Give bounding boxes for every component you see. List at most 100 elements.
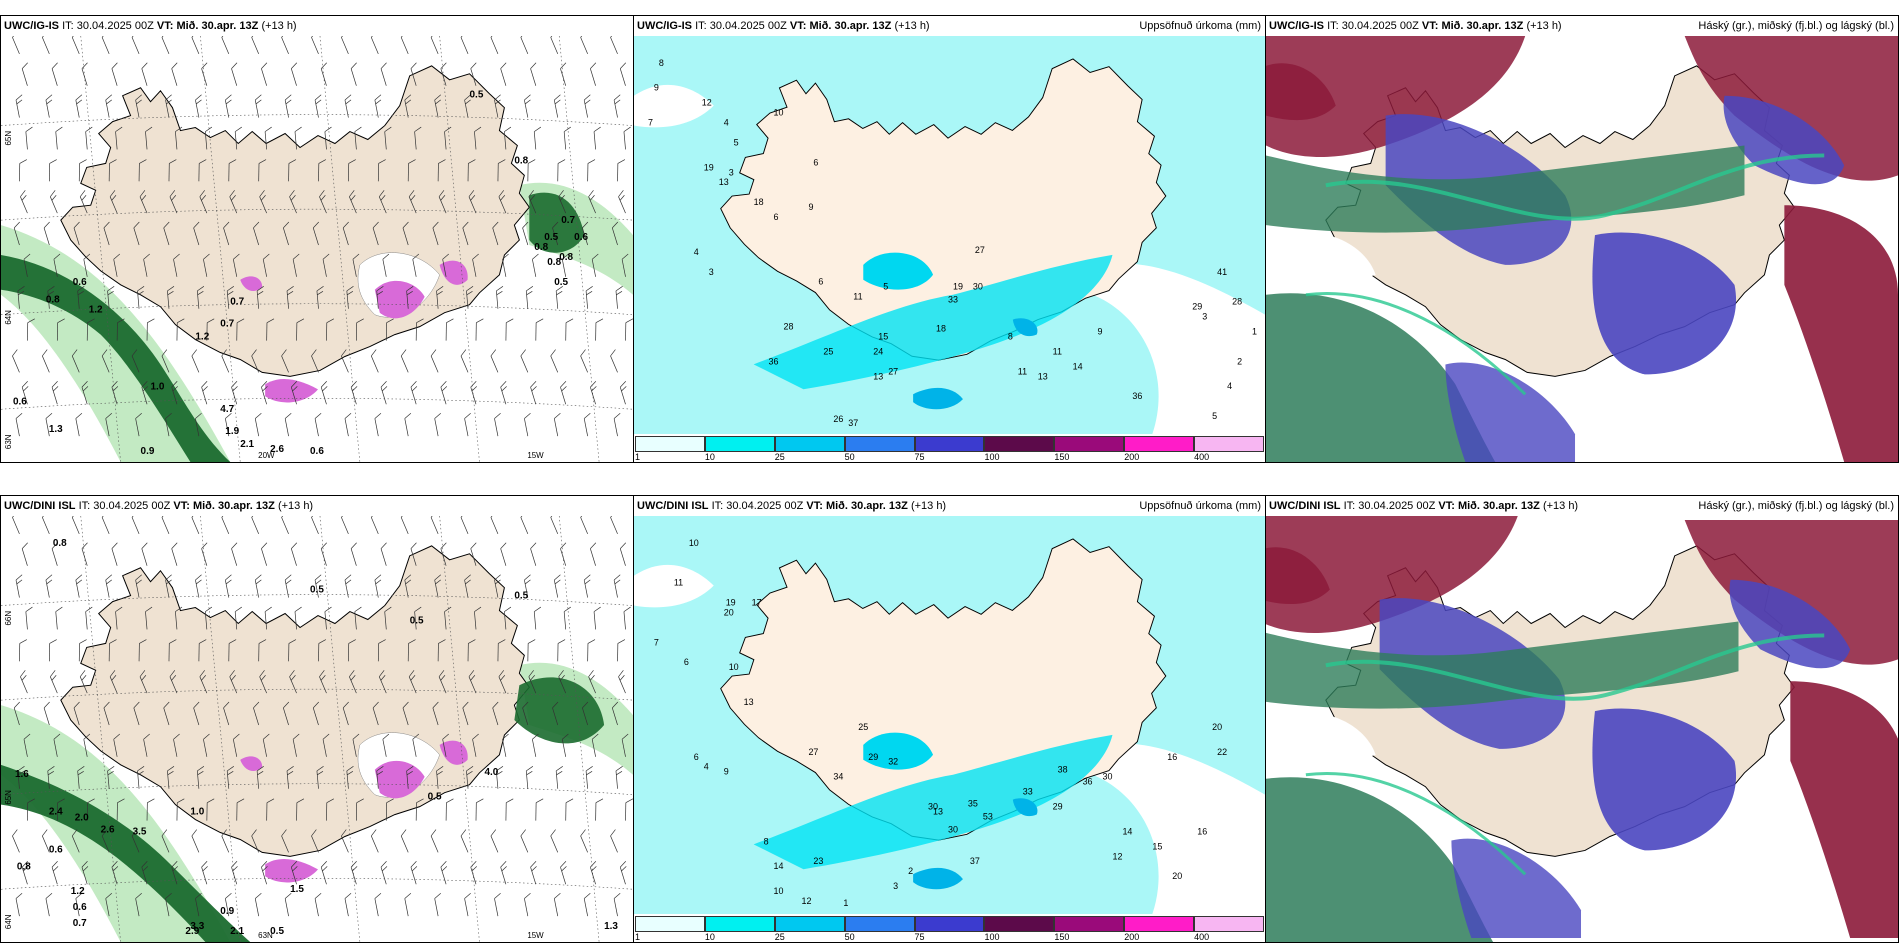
wind-value-label: 1.3 xyxy=(604,921,618,932)
wind-value-label: 2.6 xyxy=(270,444,284,455)
wind-barb xyxy=(412,253,420,277)
it-value: 30.04.2025 00Z xyxy=(726,500,804,512)
wind-value-label: 0.5 xyxy=(470,90,484,101)
wind-barb xyxy=(165,413,172,437)
wind-barb xyxy=(251,36,260,55)
wind-value-label: 0.8 xyxy=(514,155,528,166)
cloud-map-svg xyxy=(1266,36,1898,462)
wind-barb xyxy=(500,542,507,566)
colorbar-swatch xyxy=(914,436,985,452)
wind-barb xyxy=(105,413,113,437)
wind-barb xyxy=(533,126,542,150)
precip-value-label: 29 xyxy=(1192,302,1202,312)
wind-barb xyxy=(203,253,210,277)
wind-barb xyxy=(326,318,334,341)
wind-barb xyxy=(470,861,478,885)
wind-value-label: 0.5 xyxy=(310,585,324,596)
wind-barb xyxy=(346,766,354,789)
wind-barb xyxy=(524,94,531,118)
axis-label: 63N xyxy=(4,434,13,449)
wind-barb xyxy=(201,861,208,885)
wind-barb xyxy=(462,701,469,726)
wind-barb xyxy=(318,639,327,662)
wind-barb xyxy=(408,670,417,694)
wind-barb xyxy=(264,606,272,630)
wind-barb xyxy=(139,190,148,214)
precip-value-label: 12 xyxy=(1112,851,1122,861)
wind-barb xyxy=(251,829,260,853)
precip-value-label: 18 xyxy=(754,197,764,207)
wind-barb xyxy=(561,253,569,277)
wind-barb xyxy=(53,733,61,757)
model-name: UWC/IG-IS xyxy=(4,20,59,32)
wind-barb xyxy=(253,701,260,726)
precip-value-label: 14 xyxy=(1122,826,1132,836)
wind-barb xyxy=(135,574,142,598)
wind-barb xyxy=(314,893,322,917)
wind-barb xyxy=(404,94,412,118)
wind-barb xyxy=(133,701,140,726)
wind-barb xyxy=(464,413,471,437)
vt-label: VT: xyxy=(806,500,823,512)
wind-value-label: 0.6 xyxy=(310,446,324,457)
wind-value-label: 0.6 xyxy=(574,232,588,243)
wind-barb xyxy=(591,253,599,277)
wind-barb xyxy=(619,381,627,405)
wind-barb xyxy=(81,861,89,885)
wind-barb xyxy=(587,159,596,182)
wind-barb xyxy=(103,701,110,726)
wind-barb xyxy=(261,62,268,86)
colorbar-swatch xyxy=(1194,916,1264,932)
wind-barb xyxy=(73,221,80,246)
wind-barb xyxy=(12,829,20,853)
wind-barb xyxy=(494,574,501,598)
wind-barb xyxy=(231,861,238,885)
wind-barb xyxy=(613,94,621,118)
wind-barb xyxy=(590,542,597,566)
wind-barb xyxy=(532,253,539,277)
wind-barb xyxy=(15,893,23,917)
precip-value-label: 53 xyxy=(983,811,993,821)
wind-barb xyxy=(12,349,20,373)
precip-value-label: 15 xyxy=(1152,841,1162,851)
wind-barb xyxy=(400,349,409,373)
wind-value-label: 0.5 xyxy=(270,926,284,937)
colorbar-tick-label: 50 xyxy=(844,452,855,462)
wind-barb xyxy=(236,798,245,821)
wind-barb xyxy=(51,62,58,86)
wind-barb xyxy=(377,639,386,662)
wind-barb xyxy=(615,766,623,789)
precip-value-label: 5 xyxy=(734,137,739,147)
wind-barb xyxy=(115,126,123,150)
cloud-layer-area xyxy=(1723,95,1845,185)
wind-barb xyxy=(15,94,23,118)
wind-barb xyxy=(71,36,80,55)
wind-barb xyxy=(318,159,327,182)
wind-barb xyxy=(619,861,627,885)
wind-barb xyxy=(146,318,155,341)
wind-barb xyxy=(316,766,324,789)
wind-barb xyxy=(19,159,27,182)
wind-barb xyxy=(322,733,330,757)
wind-barb xyxy=(17,766,25,789)
wind-barb xyxy=(404,574,412,598)
wind-barb xyxy=(565,798,574,821)
wind-barb xyxy=(105,574,113,598)
wind-barb xyxy=(520,36,529,55)
it-value: 30.04.2025 00Z xyxy=(93,500,171,512)
wind-barb xyxy=(203,733,210,757)
it-label: IT: xyxy=(1327,20,1339,32)
wind-barb xyxy=(492,701,499,726)
model-name: UWC/DINI ISL xyxy=(4,500,76,512)
wind-barb xyxy=(71,349,80,373)
wind-barb xyxy=(201,62,208,86)
wind-barb xyxy=(490,36,499,55)
precip-value-label: 11 xyxy=(1053,346,1062,356)
cloud-panel-bottom: UWC/DINI ISL IT: 30.04.2025 00Z VT: Mið.… xyxy=(1265,495,1899,943)
wind-barb xyxy=(561,733,569,757)
panel-header: UWC/IG-IS IT: 30.04.2025 00Z VT: Mið. 30… xyxy=(1266,16,1898,36)
wind-barb xyxy=(524,574,531,598)
wind-map-svg: 0.8 0.5 0.5 0.5 1.6 2.4 2.0 2.6 3.5 0.6 0.8 1.2 0.6 0… xyxy=(1,516,633,942)
precip-value-label: 36 xyxy=(1132,391,1142,401)
